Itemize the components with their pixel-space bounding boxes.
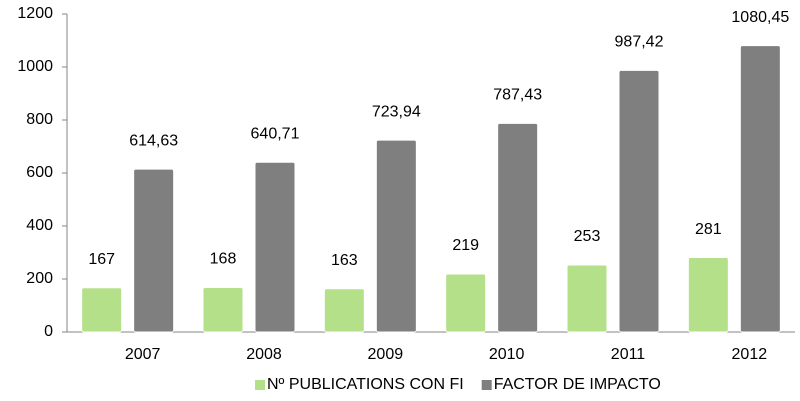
y-tick-label: 1000 xyxy=(17,58,53,75)
bar xyxy=(375,139,417,333)
y-tick-label: 0 xyxy=(44,323,53,340)
bar xyxy=(566,264,608,333)
x-tick-label: 2007 xyxy=(125,346,161,363)
y-tick-label: 400 xyxy=(26,217,53,234)
bar xyxy=(445,273,487,333)
value-label: 614,63 xyxy=(129,132,178,149)
value-label: 987,42 xyxy=(615,34,664,51)
legend-label: Nº PUBLICATIONS CON FI xyxy=(267,376,464,393)
bar xyxy=(254,161,296,333)
value-label: 219 xyxy=(452,237,479,254)
value-label: 281 xyxy=(695,221,722,238)
bar xyxy=(323,288,365,333)
value-label: 640,71 xyxy=(251,125,300,142)
value-label: 1080,45 xyxy=(731,9,789,26)
value-label: 253 xyxy=(574,228,601,245)
value-label: 168 xyxy=(210,251,237,268)
bar xyxy=(618,69,660,333)
bar xyxy=(133,168,175,333)
bar xyxy=(497,122,539,333)
y-tick-label: 1200 xyxy=(17,5,53,22)
value-label: 723,94 xyxy=(372,103,421,120)
x-tick-label: 2012 xyxy=(732,346,768,363)
y-tick-label: 600 xyxy=(26,164,53,181)
value-label: 163 xyxy=(331,252,358,269)
bar xyxy=(202,286,244,333)
y-tick-label: 800 xyxy=(26,111,53,128)
legend-label: FACTOR DE IMPACTO xyxy=(494,376,661,393)
value-label: 167 xyxy=(88,251,115,268)
x-tick-label: 2011 xyxy=(611,346,646,363)
bar xyxy=(739,45,781,333)
y-tick-label: 200 xyxy=(26,270,53,287)
x-tick-label: 2010 xyxy=(489,346,525,363)
bar xyxy=(81,287,123,333)
x-tick-label: 2008 xyxy=(246,346,282,363)
bar xyxy=(687,257,729,333)
legend-swatch xyxy=(481,380,492,390)
legend-swatch xyxy=(255,380,265,390)
x-tick-label: 2009 xyxy=(368,346,404,363)
value-label: 787,43 xyxy=(493,87,542,104)
